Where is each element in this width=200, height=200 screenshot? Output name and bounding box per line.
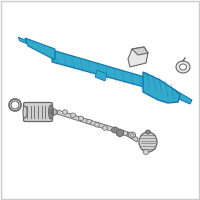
Ellipse shape <box>62 110 68 114</box>
Ellipse shape <box>176 61 190 73</box>
Polygon shape <box>25 38 55 60</box>
Ellipse shape <box>143 150 149 154</box>
FancyBboxPatch shape <box>24 102 52 121</box>
Polygon shape <box>117 129 123 137</box>
Polygon shape <box>52 50 148 88</box>
Ellipse shape <box>23 106 27 118</box>
Polygon shape <box>57 110 128 136</box>
Polygon shape <box>95 70 107 81</box>
Polygon shape <box>132 47 148 55</box>
Polygon shape <box>127 132 138 142</box>
Polygon shape <box>18 37 30 45</box>
Polygon shape <box>128 47 148 67</box>
Ellipse shape <box>180 64 186 70</box>
Ellipse shape <box>128 132 136 138</box>
Polygon shape <box>143 72 180 103</box>
Ellipse shape <box>146 130 151 134</box>
Ellipse shape <box>95 123 100 127</box>
Ellipse shape <box>112 127 118 133</box>
Ellipse shape <box>48 105 54 119</box>
Ellipse shape <box>70 113 76 117</box>
Ellipse shape <box>139 132 157 152</box>
Polygon shape <box>172 90 192 104</box>
Ellipse shape <box>78 116 84 121</box>
Ellipse shape <box>102 126 108 130</box>
Polygon shape <box>25 39 55 60</box>
Ellipse shape <box>86 119 92 124</box>
